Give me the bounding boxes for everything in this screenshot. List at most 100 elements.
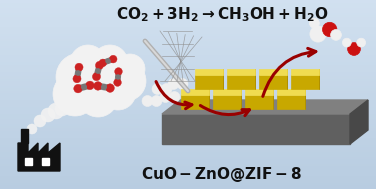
Bar [0,158,376,161]
Circle shape [169,91,180,102]
Bar [0,66,376,69]
Bar [0,106,376,109]
Circle shape [106,84,114,92]
Bar [0,42,376,45]
Bar [0,113,376,116]
Circle shape [310,26,326,42]
Circle shape [106,61,146,101]
Circle shape [115,68,122,75]
Bar [0,89,376,92]
Circle shape [151,95,162,106]
Circle shape [105,58,111,64]
Circle shape [115,54,145,84]
Circle shape [95,68,101,74]
Circle shape [92,73,100,81]
Polygon shape [245,89,273,95]
Circle shape [48,103,64,119]
Bar [42,158,49,165]
Polygon shape [18,143,60,171]
Bar [0,28,376,31]
Bar [0,37,376,40]
Circle shape [70,45,106,81]
Bar [0,141,376,144]
Bar [0,111,376,113]
Polygon shape [181,89,209,95]
Polygon shape [97,83,111,91]
Bar [0,0,376,2]
Bar [0,153,376,156]
Bar [0,11,376,14]
Bar [0,127,376,130]
Bar [0,170,376,173]
Circle shape [100,74,136,110]
Circle shape [323,22,337,37]
Bar [0,129,376,132]
Bar [0,165,376,168]
Bar [0,172,376,175]
Polygon shape [74,67,82,79]
Polygon shape [277,95,305,109]
Bar [0,122,376,125]
Circle shape [99,59,107,67]
Bar [0,115,376,118]
Bar [0,51,376,54]
Polygon shape [277,89,305,95]
Circle shape [75,70,81,76]
Bar [0,146,376,149]
Bar [0,40,376,43]
Polygon shape [195,69,223,75]
Bar [0,108,376,111]
Bar [0,186,376,189]
Circle shape [34,115,46,127]
Polygon shape [350,100,368,144]
Circle shape [27,124,37,134]
Bar [0,9,376,12]
Bar [0,134,376,137]
Bar [0,139,376,142]
Polygon shape [245,95,273,109]
Bar [0,7,376,9]
Bar [0,181,376,184]
Bar [0,136,376,139]
Bar [0,160,376,163]
Bar [0,148,376,151]
Bar [0,177,376,180]
Bar [21,129,28,143]
Text: $\mathbf{CuO-ZnO@ZIF-8}$: $\mathbf{CuO-ZnO@ZIF-8}$ [141,166,303,184]
Bar [0,94,376,97]
Bar [0,163,376,165]
Bar [25,158,32,165]
Circle shape [331,29,341,40]
Circle shape [161,84,172,94]
Bar [0,33,376,36]
Bar [0,14,376,17]
Polygon shape [115,71,121,83]
Bar [0,59,376,61]
Polygon shape [181,95,209,109]
Polygon shape [291,75,319,89]
Polygon shape [259,75,287,89]
Polygon shape [102,56,114,66]
Bar [0,174,376,177]
Bar [0,101,376,104]
Text: $\mathbf{CO_2 + 3H_2 \rightarrow CH_3OH+H_2O}$: $\mathbf{CO_2 + 3H_2 \rightarrow CH_3OH+… [116,6,328,24]
Bar [0,23,376,26]
Circle shape [96,61,103,69]
Polygon shape [291,69,319,75]
Bar [0,47,376,50]
Circle shape [309,18,319,28]
Bar [0,151,376,153]
Circle shape [160,91,171,102]
Circle shape [55,102,69,116]
Polygon shape [227,69,255,75]
Bar [0,120,376,123]
Circle shape [109,55,117,63]
Circle shape [177,78,188,90]
Circle shape [114,79,121,86]
Bar [0,49,376,52]
Circle shape [343,38,351,47]
Bar [0,44,376,47]
Circle shape [75,63,83,71]
Bar [0,132,376,135]
Bar [0,68,376,71]
